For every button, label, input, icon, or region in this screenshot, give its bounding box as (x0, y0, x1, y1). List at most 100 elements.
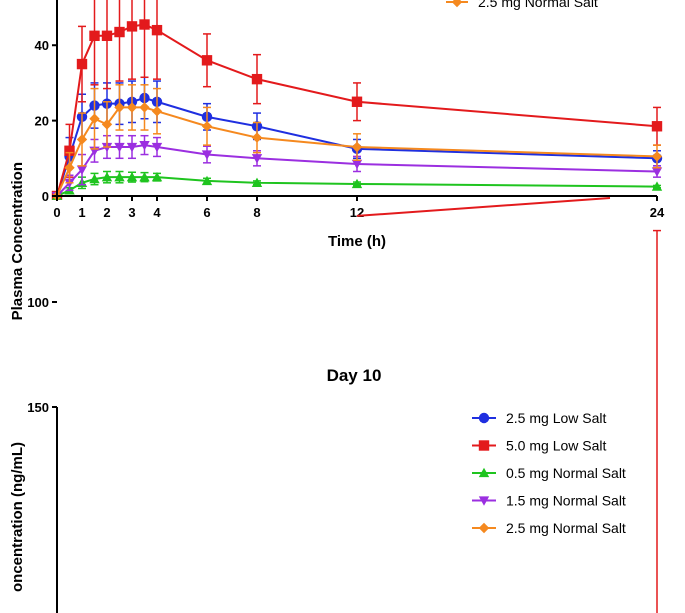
data-point (201, 121, 213, 132)
data-point (139, 190, 149, 200)
data-point (139, 140, 150, 151)
legend-swatch-marker (478, 412, 490, 424)
y-tick-label: 100 (27, 295, 49, 310)
data-point (76, 165, 88, 175)
data-point (114, 142, 125, 153)
legend-label: 5.0 mg Low Salt (506, 438, 606, 454)
data-point (114, 26, 125, 38)
data-point (139, 306, 149, 316)
data-point (64, 162, 75, 173)
data-point (114, 190, 124, 200)
x-tick-label: 2 (103, 205, 110, 220)
data-point (76, 58, 88, 70)
x-tick-label: 12 (350, 205, 364, 220)
data-point (127, 307, 137, 317)
data-point (152, 306, 162, 316)
data-point (351, 159, 363, 170)
legend-label: 2.5 mg Low Salt (506, 410, 606, 426)
x-tick-label: 0 (53, 205, 60, 220)
data-point (351, 141, 363, 153)
series-line (356, 197, 611, 217)
x-tick-label: 4 (153, 205, 161, 220)
data-point (651, 121, 663, 132)
data-point (151, 171, 163, 182)
data-point (77, 295, 87, 305)
data-point (251, 154, 263, 164)
data-point (201, 55, 213, 66)
data-point (152, 181, 162, 191)
data-point (251, 73, 263, 85)
x-tick-label: 1 (78, 205, 85, 220)
x-tick-label: 24 (650, 205, 665, 220)
legend-entry: 2.5 mg Normal Salt (472, 520, 626, 536)
data-point (101, 171, 113, 182)
legend-entry: 0.5 mg Normal Salt (472, 465, 626, 481)
data-point (651, 151, 663, 162)
series-2-5-mg-normal-salt (51, 84, 663, 200)
data-point (89, 173, 100, 184)
legend-entry: 1.5 mg Normal Salt (472, 493, 626, 509)
data-point (89, 307, 99, 317)
legend: 2.5 mg Normal Salt (446, 0, 598, 10)
data-point (252, 104, 262, 113)
data-point (251, 132, 263, 143)
y-tick-label: 20 (35, 114, 49, 129)
data-point (202, 270, 212, 280)
data-point (201, 175, 213, 186)
data-point (351, 178, 363, 189)
legend-swatch-marker (451, 0, 463, 8)
data-point (114, 102, 125, 113)
data-point (251, 177, 263, 187)
data-point (201, 150, 213, 160)
data-point (139, 19, 150, 30)
data-point (252, 246, 262, 256)
x-axis-label: Time (h) (328, 233, 386, 250)
data-point (126, 142, 138, 153)
y-tick-label: 40 (35, 38, 49, 53)
data-point (139, 181, 149, 191)
data-point (76, 134, 88, 145)
data-point (89, 113, 100, 124)
data-point (151, 142, 163, 153)
data-point (114, 171, 125, 182)
data-point (64, 145, 75, 156)
legend-swatch-marker (478, 467, 490, 478)
legend-swatch-marker (478, 496, 490, 506)
data-point (351, 96, 363, 107)
data-point (126, 171, 138, 182)
series-5-0-mg-low-salt-tail (356, 197, 661, 613)
series-layer (51, 0, 663, 200)
data-point (126, 21, 138, 32)
data-point (64, 244, 74, 254)
data-point (151, 105, 163, 117)
y-axis-label: oncentration (ng/mL) (9, 442, 26, 592)
data-point (126, 102, 138, 113)
x-tick-label: 6 (203, 205, 210, 220)
legend-swatch-marker (478, 440, 490, 451)
legend-label: 1.5 mg Normal Salt (506, 493, 626, 509)
data-point (101, 30, 113, 42)
y-tick-label: 0 (42, 189, 49, 204)
data-point (101, 119, 113, 130)
chart-title: Day 10 (327, 366, 382, 385)
legend-label: 2.5 mg Normal Salt (478, 0, 598, 10)
data-point (64, 104, 74, 113)
data-point (139, 171, 150, 182)
data-point (127, 181, 137, 191)
y-axis-label: Plasma Concentration (9, 162, 26, 320)
data-point (151, 24, 163, 36)
data-point (651, 167, 663, 177)
data-point (102, 286, 112, 296)
x-tick-label: 8 (253, 205, 260, 220)
x-tick-label: 3 (128, 205, 135, 220)
legend-entry: 2.5 mg Low Salt (472, 410, 606, 426)
legend-label: 0.5 mg Normal Salt (506, 465, 626, 481)
data-point (114, 307, 124, 317)
data-point (139, 102, 150, 113)
legend: 2.5 mg Low Salt 5.0 mg Low Salt 0.5 mg Nor… (472, 410, 626, 536)
legend-entry: 5.0 mg Low Salt (472, 438, 606, 454)
legend-label: 2.5 mg Normal Salt (506, 520, 626, 536)
